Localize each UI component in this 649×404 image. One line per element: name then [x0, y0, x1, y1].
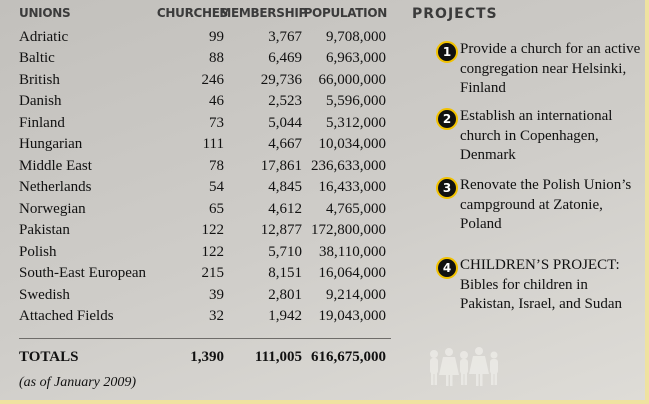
- table-cell: 5,596,000: [326, 91, 386, 111]
- table-cell: 10,034,000: [319, 134, 387, 154]
- table-cell: 9,214,000: [326, 285, 386, 305]
- table-cell: 5,044: [268, 113, 302, 133]
- table-cell: 4,765,000: [326, 199, 386, 219]
- table-cell: 78: [209, 156, 224, 176]
- table-cell: 4,612: [268, 199, 302, 219]
- row-label: Pakistan: [19, 220, 70, 240]
- total-cell: 616,675,000: [311, 347, 386, 367]
- row-label: Polish: [19, 242, 57, 262]
- divider: [19, 338, 391, 339]
- total-cell: 1,390: [190, 347, 224, 367]
- table-cell: 99: [209, 27, 224, 47]
- table-cell: 54: [209, 177, 224, 197]
- table-cell: 122: [202, 242, 225, 262]
- table-cell: 2,801: [268, 285, 302, 305]
- table-cell: 16,064,000: [319, 263, 387, 283]
- table-cell: 5,710: [268, 242, 302, 262]
- row-label: Attached Fields: [19, 306, 114, 326]
- table-cell: 29,736: [261, 70, 302, 90]
- table-cell: 215: [202, 263, 225, 283]
- table-cell: 111: [203, 134, 224, 154]
- project-number: 1: [436, 41, 458, 63]
- table-cell: 65: [209, 199, 224, 219]
- project-text: CHILDREN’S PROJECT: Bibles for children …: [460, 256, 645, 315]
- projects-title: PROJECTS: [412, 6, 498, 22]
- table-cell: 9,708,000: [326, 27, 386, 47]
- table-cell: 236,633,000: [311, 156, 386, 176]
- table-cell: 66,000,000: [319, 70, 387, 90]
- row-label: Adriatic: [19, 27, 68, 47]
- total-cell: TOTALS: [19, 347, 78, 367]
- page: (as of January 2009) PROJECTS UNIONS CHUR…: [0, 0, 649, 404]
- table-cell: 246: [202, 70, 225, 90]
- row-label: Danish: [19, 91, 62, 111]
- row-label: British: [19, 70, 60, 90]
- table-cell: 6,963,000: [326, 48, 386, 68]
- row-label: Finland: [19, 113, 65, 133]
- table-cell: 3,767: [268, 27, 302, 47]
- table-cell: 4,845: [268, 177, 302, 197]
- row-label: Hungarian: [19, 134, 82, 154]
- table-cell: 38,110,000: [319, 242, 386, 262]
- table-cell: 4,667: [268, 134, 302, 154]
- table-cell: 73: [209, 113, 224, 133]
- column-header: POPULATION: [304, 6, 387, 20]
- project-text: Renovate the Polish Union’s campground a…: [460, 176, 645, 235]
- row-label: South-East European: [19, 263, 146, 283]
- row-label: Norwegian: [19, 199, 86, 219]
- row-label: Netherlands: [19, 177, 91, 197]
- table-cell: 19,043,000: [319, 306, 387, 326]
- table-cell: 5,312,000: [326, 113, 386, 133]
- table-cell: 2,523: [268, 91, 302, 111]
- table-cell: 17,861: [261, 156, 302, 176]
- project-text: Establish an international church in Cop…: [460, 107, 645, 166]
- table-cell: 39: [209, 285, 224, 305]
- total-cell: 111,005: [255, 347, 302, 367]
- project-number: 2: [436, 108, 458, 130]
- row-label: Baltic: [19, 48, 55, 68]
- table-cell: 16,433,000: [319, 177, 387, 197]
- project-number: 4: [436, 257, 458, 279]
- note: (as of January 2009): [19, 375, 136, 391]
- table-cell: 1,942: [268, 306, 302, 326]
- project-number: 3: [436, 177, 458, 199]
- project-text: Provide a church for an active congregat…: [460, 40, 645, 99]
- table-cell: 88: [209, 48, 224, 68]
- column-header: MEMBERSHIP: [219, 6, 307, 20]
- table-cell: 6,469: [268, 48, 302, 68]
- children-icon: [424, 346, 504, 388]
- table-cell: 12,877: [261, 220, 302, 240]
- table-cell: 172,800,000: [311, 220, 386, 240]
- table-cell: 8,151: [268, 263, 302, 283]
- row-label: Middle East: [19, 156, 92, 176]
- table-cell: 122: [202, 220, 225, 240]
- row-label: Swedish: [19, 285, 70, 305]
- table-cell: 46: [209, 91, 224, 111]
- table-cell: 32: [209, 306, 224, 326]
- column-header: UNIONS: [19, 6, 70, 20]
- column-header: CHURCHES: [157, 6, 228, 20]
